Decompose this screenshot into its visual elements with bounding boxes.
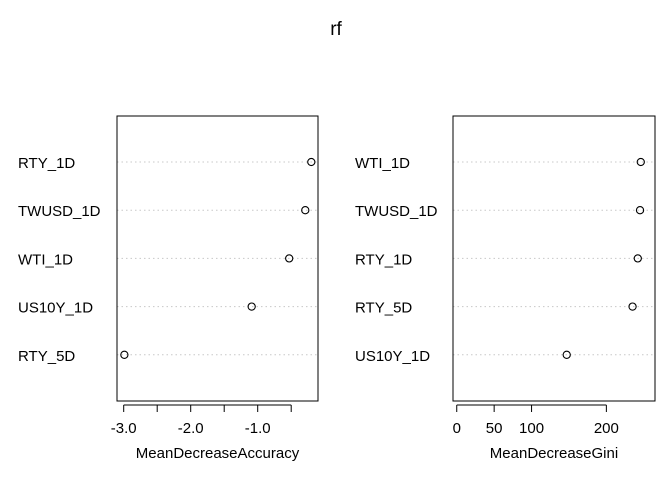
category-label: RTY_1D xyxy=(355,251,412,268)
data-point xyxy=(636,157,645,167)
x-tick-label: 50 xyxy=(486,420,503,437)
x-axis-title: MeanDecreaseGini xyxy=(490,445,618,462)
x-tick-label: 100 xyxy=(519,420,544,437)
panel-mean-decrease-gini: WTI_1D TWUSD_1D RTY_1D RTY_5D US10Y_1D 0 50 100… xyxy=(355,115,656,462)
figure-title: rf xyxy=(330,19,342,40)
data-point xyxy=(307,157,316,167)
data-point xyxy=(120,350,129,359)
x-tick-label: -1.0 xyxy=(245,420,271,437)
x-tick-label: 200 xyxy=(594,420,619,437)
data-point xyxy=(562,350,571,359)
data-point xyxy=(628,302,637,311)
category-label: TWUSD_1D xyxy=(18,203,101,220)
category-label: US10Y_1D xyxy=(355,348,430,365)
x-axis-title: MeanDecreaseAccuracy xyxy=(136,445,300,462)
category-label: RTY_1D xyxy=(18,155,75,172)
category-label: RTY_5D xyxy=(355,300,412,317)
plot-frame xyxy=(452,115,656,402)
data-point xyxy=(247,302,256,311)
plot-frame xyxy=(116,115,319,402)
category-label: WTI_1D xyxy=(18,251,73,268)
x-tick-label: -3.0 xyxy=(111,420,137,437)
category-label: TWUSD_1D xyxy=(355,203,438,220)
x-tick-label: 0 xyxy=(453,420,461,437)
x-tick-label: -2.0 xyxy=(178,420,204,437)
data-point xyxy=(635,206,645,215)
category-label: RTY_5D xyxy=(18,348,75,365)
data-point xyxy=(301,206,310,215)
category-label: US10Y_1D xyxy=(18,300,93,317)
data-point xyxy=(633,254,642,263)
category-label: WTI_1D xyxy=(355,155,410,172)
panel-mean-decrease-accuracy: RTY_1D TWUSD_1D WTI_1D US10Y_1D RTY_5D -3.0 -2… xyxy=(18,115,319,462)
data-point xyxy=(285,254,294,263)
